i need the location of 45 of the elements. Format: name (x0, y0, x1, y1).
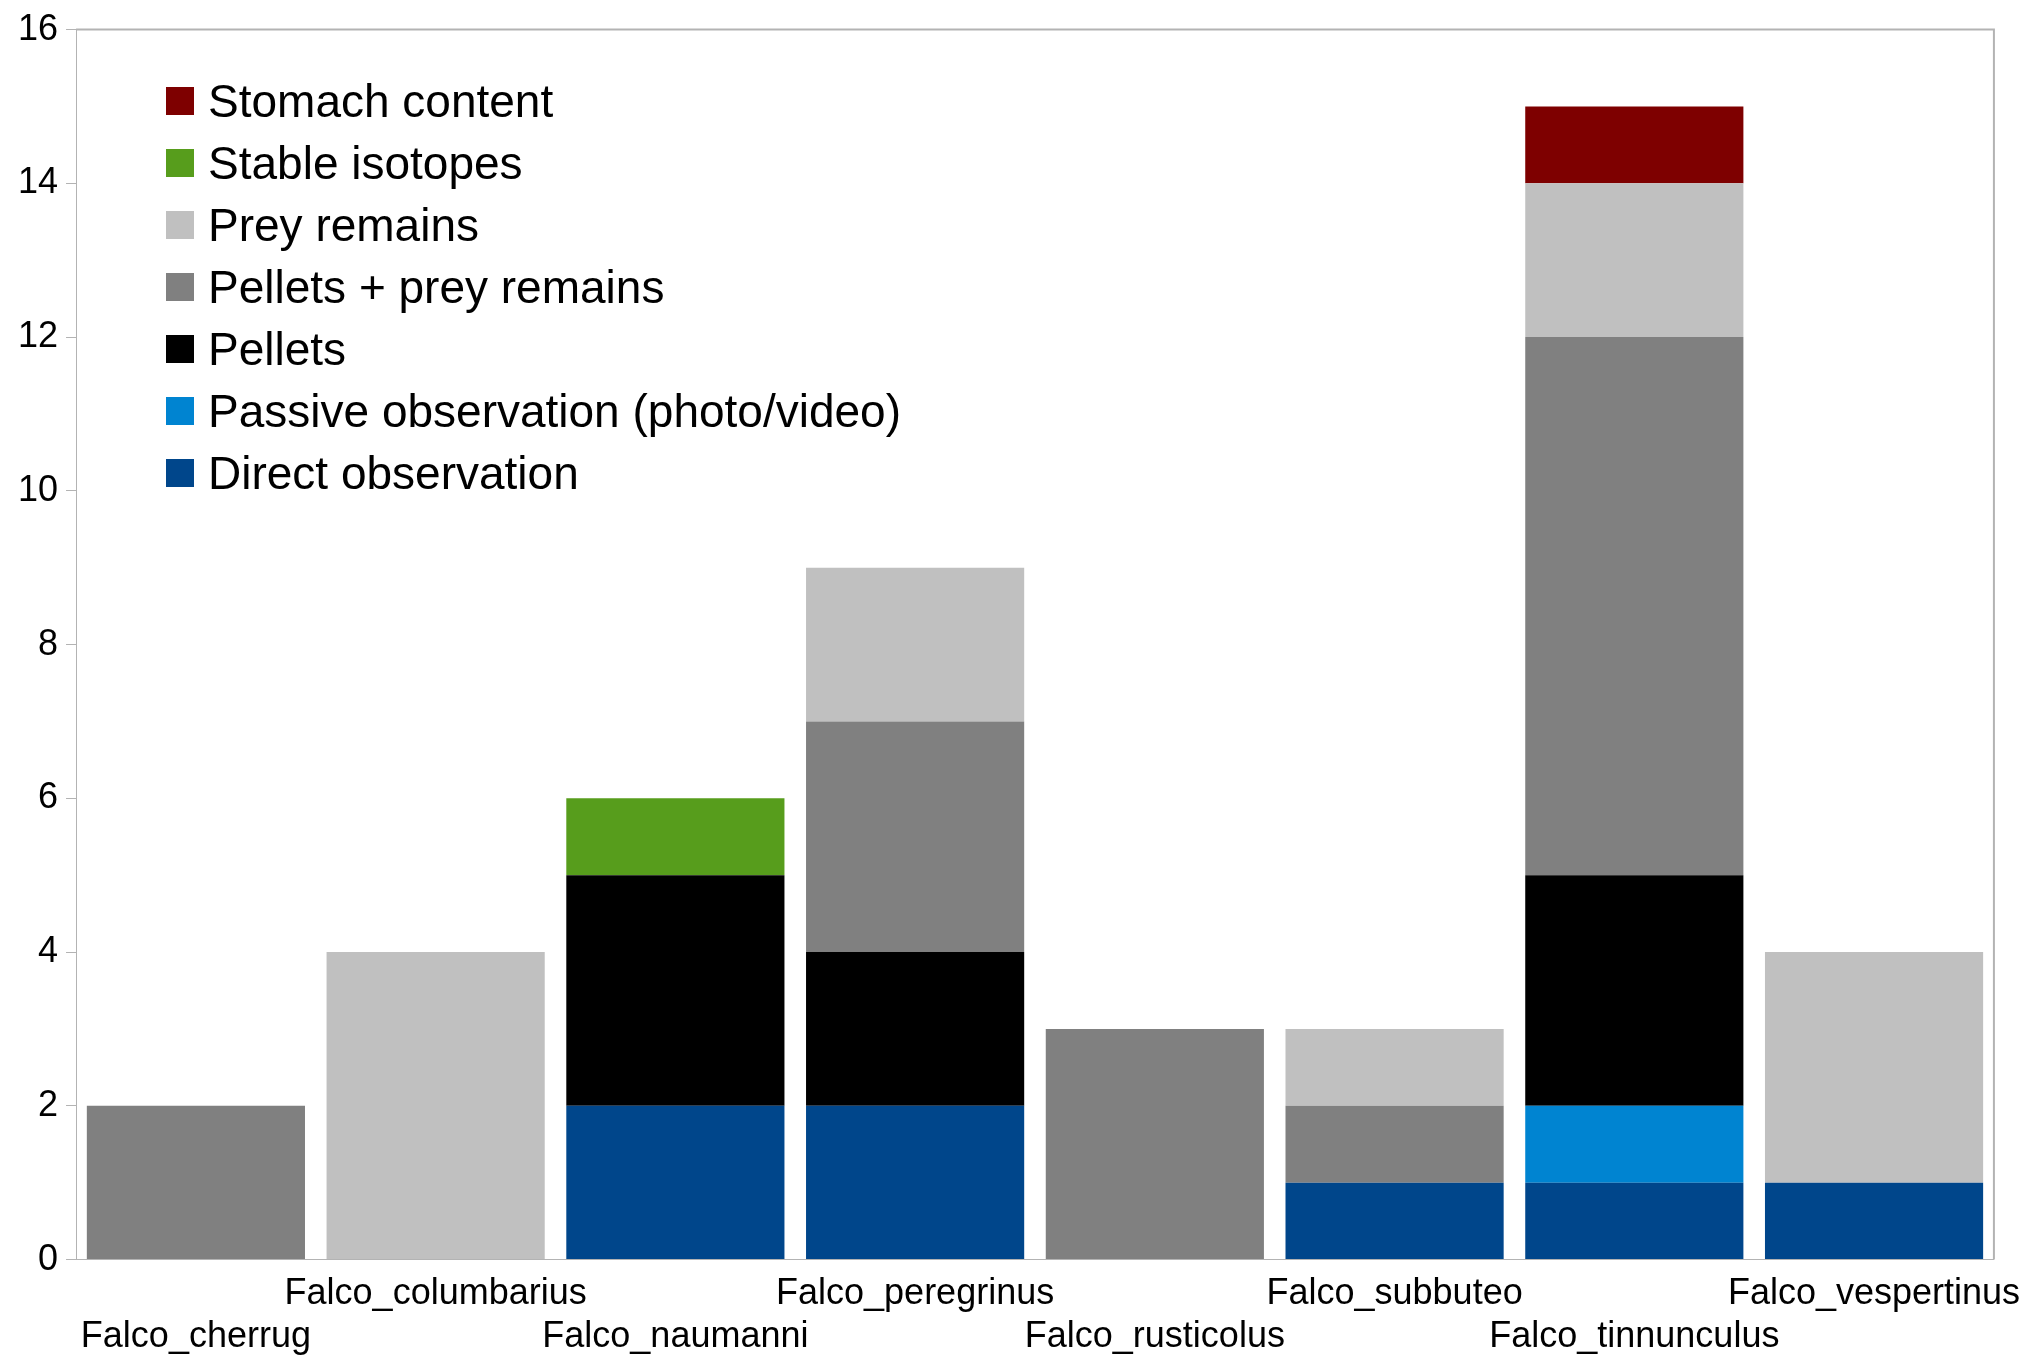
bar (1525, 183, 1744, 338)
bar (806, 1105, 1025, 1260)
x-tick-label: Falco_columbarius (284, 1271, 587, 1313)
legend-label: Pellets (208, 321, 347, 377)
bar (326, 952, 545, 1260)
legend-label: Prey remains (208, 197, 479, 253)
x-tick-label: Falco_naumanni (542, 1314, 809, 1356)
bar (1285, 1105, 1504, 1183)
bar (1525, 337, 1744, 876)
y-tick-label: 14 (18, 160, 59, 202)
y-tick-label: 4 (38, 929, 59, 971)
y-tick-label: 10 (18, 467, 59, 509)
y-tick-label: 6 (38, 775, 59, 817)
bar (806, 952, 1025, 1106)
bar (86, 1105, 305, 1260)
bar (1045, 1028, 1264, 1260)
x-tick-label: Falco_subbuteo (1266, 1271, 1523, 1313)
bar (1525, 1182, 1744, 1260)
bar (1764, 952, 1984, 1183)
x-tick-label: Falco_rusticolus (1024, 1314, 1285, 1356)
bar (1525, 1105, 1744, 1183)
legend-label: Passive observation (photo/video) (208, 383, 901, 439)
x-tick-label: Falco_tinnunculus (1489, 1314, 1780, 1356)
x-tick-label: Falco_cherrug (80, 1314, 311, 1356)
bar (566, 1105, 785, 1260)
y-tick-label: 0 (38, 1236, 59, 1278)
bar (1525, 875, 1744, 1106)
bar (806, 567, 1025, 722)
bar (566, 875, 785, 1106)
y-tick-label: 12 (18, 314, 59, 356)
bar (806, 721, 1025, 953)
legend-label: Stable isotopes (208, 135, 523, 191)
legend-label: Stomach content (208, 73, 554, 129)
x-tick-label: Falco_peregrinus (776, 1271, 1055, 1313)
bar (566, 798, 785, 876)
bar (1285, 1182, 1504, 1260)
bar (1764, 1182, 1984, 1260)
bar (1525, 106, 1744, 184)
y-tick-label: 8 (38, 621, 59, 663)
bar (1285, 1028, 1504, 1106)
y-tick-label: 2 (38, 1082, 59, 1124)
legend-label: Direct observation (208, 445, 579, 501)
legend-label: Pellets + prey remains (208, 259, 665, 315)
y-tick-label: 16 (18, 6, 59, 48)
x-tick-label: Falco_vespertinus (1727, 1271, 2021, 1313)
